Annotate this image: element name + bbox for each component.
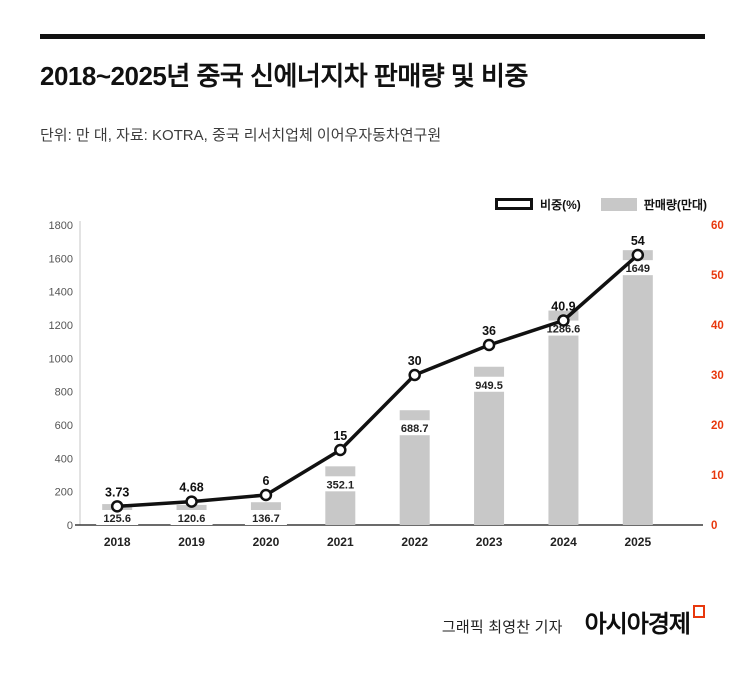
line-marker-2021 <box>334 443 347 457</box>
legend-label-share: 비중(%) <box>540 197 581 212</box>
x-axis-label-2018: 2018 <box>104 535 131 549</box>
x-axis-label-2025: 2025 <box>624 535 651 549</box>
line-marker-2023 <box>482 338 496 352</box>
bar-label-band <box>319 476 362 492</box>
right-axis-tick: 60 <box>711 220 724 232</box>
bar-label-band <box>393 420 436 436</box>
chart-legend: 비중(%) 판매량(만대) <box>35 194 735 214</box>
right-axis-tick: 30 <box>711 370 724 382</box>
brand-logo: 아시아경제 <box>585 604 705 639</box>
x-axis-label-2019: 2019 <box>178 535 205 549</box>
credit-text: 그래픽 최영찬 기자 <box>441 619 563 636</box>
line-marker-2025 <box>631 248 645 262</box>
x-axis-label-2023: 2023 <box>476 535 503 549</box>
chart-subtitle: 단위: 만 대, 자료: KOTRA, 중국 리서치업체 이어우자동차연구원 <box>40 127 442 144</box>
line-marker-2024 <box>557 314 570 327</box>
bar-value-label: 352.1 <box>327 479 355 491</box>
legend-item-sales: 판매량(만대) <box>600 196 707 213</box>
right-axis-tick: 20 <box>711 420 724 432</box>
bar-label-band <box>244 510 287 525</box>
bar-swatch-icon <box>600 197 637 211</box>
right-axis-tick: 10 <box>711 470 724 482</box>
bar-value-label: 1649 <box>626 263 650 275</box>
left-axis-tick: 200 <box>55 487 73 499</box>
line-marker-2018 <box>110 500 124 513</box>
bar-value-label: 1286.6 <box>547 324 581 336</box>
share-value-label: 6 <box>262 474 269 488</box>
bar-2023 <box>474 366 505 525</box>
left-axis-tick: 400 <box>55 453 73 465</box>
right-axis-tick: 0 <box>711 520 717 532</box>
share-value-label: 15 <box>333 429 347 443</box>
left-axis-tick: 600 <box>55 420 73 432</box>
bar-value-label: 125.6 <box>103 513 131 525</box>
left-axis-tick: 1600 <box>49 253 73 265</box>
x-axis-label-2020: 2020 <box>253 535 280 549</box>
page-title: 2018~2025년 중국 신에너지차 판매량 및 비중 <box>40 61 528 91</box>
line-marker-2022 <box>408 368 421 382</box>
bar-label-band <box>468 376 511 392</box>
bar-value-label: 136.7 <box>252 513 280 525</box>
left-axis-tick: 800 <box>55 387 73 399</box>
bar-2021 <box>325 466 356 525</box>
left-axis-tick: 1400 <box>49 287 73 299</box>
x-axis-label-2024: 2024 <box>550 535 577 549</box>
line-marker-2019 <box>185 495 198 508</box>
x-axis-label-2022: 2022 <box>401 535 428 549</box>
left-axis-tick: 1000 <box>49 353 73 365</box>
bar-value-label: 120.6 <box>178 513 206 525</box>
bar-2025 <box>622 250 653 525</box>
chart-block: 비중(%) 판매량(만대) 0 200 400 600 800 1000 1200 1400 1… <box>35 194 735 568</box>
brand-logo-mark-icon <box>693 605 705 618</box>
bar-2024 <box>548 310 579 525</box>
top-rule <box>40 34 705 39</box>
bar-value-label: 688.7 <box>401 423 429 435</box>
right-axis-tick: 50 <box>711 270 724 282</box>
line-swatch-icon <box>495 198 534 210</box>
x-axis-label-2021: 2021 <box>327 535 354 549</box>
legend-label-sales: 판매량(만대) <box>643 197 707 212</box>
share-value-label: 3.73 <box>105 485 129 499</box>
share-line <box>115 253 640 509</box>
bar-label-band <box>170 510 213 525</box>
line-marker-2020 <box>259 488 273 502</box>
bar-value-label: 949.5 <box>475 380 503 392</box>
bar-label-band <box>96 510 139 525</box>
legend-item-share: 비중(%) <box>495 196 581 213</box>
left-axis-tick: 1800 <box>49 220 73 232</box>
brand-logo-text: 아시아경제 <box>584 611 691 638</box>
share-value-label: 30 <box>408 354 422 368</box>
footer: 그래픽 최영찬 기자 아시아경제 <box>442 604 705 639</box>
share-value-label: 36 <box>482 324 496 338</box>
share-value-label: 4.68 <box>179 481 203 495</box>
left-axis-tick: 1200 <box>49 320 73 332</box>
share-value-label: 54 <box>631 234 645 248</box>
share-value-label: 40.9 <box>551 300 575 314</box>
combo-chart: 0 200 400 600 800 1000 1200 1400 1600 1800 0 10 20 30… <box>49 220 724 549</box>
left-axis-tick: 0 <box>67 520 73 532</box>
right-axis-tick: 40 <box>711 320 724 332</box>
